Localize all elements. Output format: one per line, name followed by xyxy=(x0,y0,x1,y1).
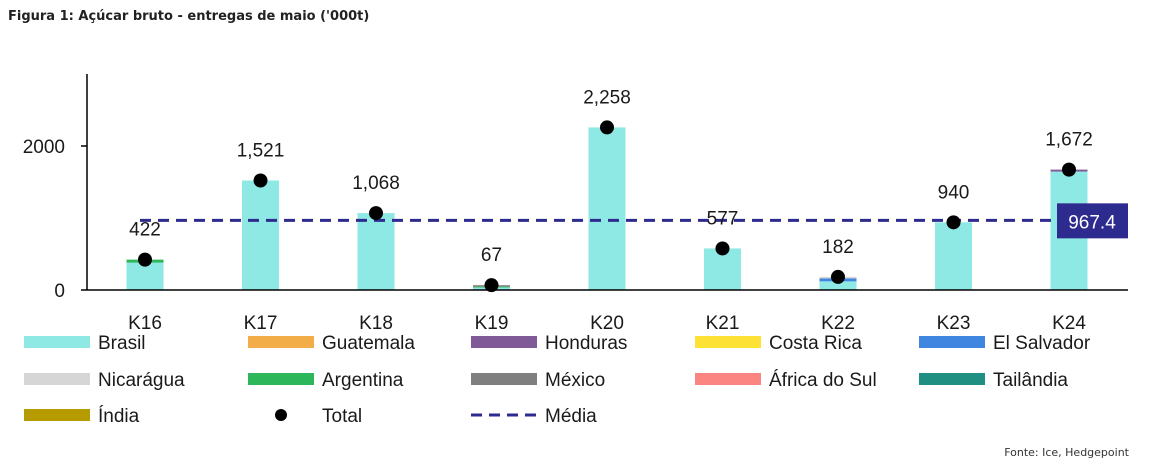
legend-label-costa-rica: Costa Rica xyxy=(769,333,862,354)
total-label-k23: 940 xyxy=(938,182,970,203)
x-tick-label-k23: K23 xyxy=(937,313,971,334)
legend-label--ndia: Índia xyxy=(98,406,140,427)
total-dot-k24 xyxy=(1062,162,1076,177)
total-dots-layer xyxy=(138,120,1076,293)
total-dot-k17 xyxy=(253,173,268,188)
total-label-k19: 67 xyxy=(481,245,502,266)
legend-swatch-honduras xyxy=(471,336,537,348)
total-label-k22: 182 xyxy=(822,237,854,258)
bar-k18-0 xyxy=(357,213,395,290)
legend-swatch-tail-ndia xyxy=(919,373,985,385)
x-tick-label-k24: K24 xyxy=(1052,313,1086,334)
y-tick-label-2000: 2000 xyxy=(23,137,65,158)
total-dot-k21 xyxy=(715,241,730,256)
legend-swatch-guatemala xyxy=(248,336,314,348)
total-label-k24: 1,672 xyxy=(1045,130,1093,151)
legend-label-m-xico: México xyxy=(545,370,605,391)
y-tick-label-0: 0 xyxy=(54,281,65,302)
legend-label-nicar-gua: Nicarágua xyxy=(98,370,185,391)
legend-label-tail-ndia: Tailândia xyxy=(993,370,1068,391)
legend: Brasil Guatemala Honduras Costa Rica El Salv… xyxy=(24,333,1091,427)
total-dot-k23 xyxy=(946,215,961,230)
total-dot-k22 xyxy=(831,269,845,284)
x-tick-label-k17: K17 xyxy=(244,313,278,334)
legend-swatch--frica-do-sul xyxy=(695,373,761,385)
total-dot-k20 xyxy=(600,120,614,135)
x-tick-label-k19: K19 xyxy=(475,313,509,334)
total-label-k18: 1,068 xyxy=(352,173,400,194)
bar-k23-0 xyxy=(935,222,972,290)
average-layer: 967.4 xyxy=(140,203,1128,239)
chart-title: Figura 1: Açúcar bruto - entregas de mai… xyxy=(8,9,370,24)
legend-swatch--ndia xyxy=(24,409,90,421)
legend-swatch-argentina xyxy=(248,373,314,385)
x-tick-label-k16: K16 xyxy=(128,313,162,334)
bar-k22-0 xyxy=(819,281,857,290)
legend-swatch-total xyxy=(275,409,287,421)
legend-label--frica-do-sul: África do Sul xyxy=(769,370,877,391)
axis-layer: 0 2000 K16 K17 K18 K19 K20 K21 K22 K23 K24 xyxy=(23,74,1128,334)
legend-label-brasil: Brasil xyxy=(98,333,146,354)
x-tick-label-k18: K18 xyxy=(359,313,393,334)
chart: 0 2000 K16 K17 K18 K19 K20 K21 K22 K23 K24 967.4 4… xyxy=(23,74,1128,427)
x-tick-label-k20: K20 xyxy=(590,313,624,334)
legend-label-honduras: Honduras xyxy=(545,333,627,354)
legend-swatch-costa-rica xyxy=(695,336,761,348)
source-note: Fonte: Ice, Hedgepoint xyxy=(1004,446,1129,459)
x-tick-label-k21: K21 xyxy=(706,313,740,334)
total-label-k21: 577 xyxy=(707,208,739,229)
total-dot-k19 xyxy=(484,278,499,293)
data-labels-layer: 422 1,521 1,068 67 2,258 577 182 940 1,672 xyxy=(129,87,1093,266)
total-label-k20: 2,258 xyxy=(583,87,631,108)
x-tick-label-k22: K22 xyxy=(821,313,855,334)
legend-label-argentina: Argentina xyxy=(322,370,404,391)
legend-label-m-dia: Média xyxy=(545,406,597,427)
legend-label-el-salvador: El Salvador xyxy=(993,333,1091,354)
total-dot-k16 xyxy=(138,252,152,267)
legend-label-guatemala: Guatemala xyxy=(322,333,415,354)
total-dot-k18 xyxy=(369,206,383,221)
legend-label-total: Total xyxy=(322,406,362,427)
average-label: 967.4 xyxy=(1068,212,1116,233)
legend-swatch-nicar-gua xyxy=(24,373,90,385)
total-label-k17: 1,521 xyxy=(237,140,285,161)
bar-k16-0 xyxy=(126,262,164,290)
bar-k20-0 xyxy=(588,127,626,290)
bar-k17-0 xyxy=(242,180,279,290)
total-label-k16: 422 xyxy=(129,220,161,241)
legend-swatch-m-xico xyxy=(471,373,537,385)
legend-swatch-el-salvador xyxy=(919,336,985,348)
average-label-box xyxy=(1057,203,1128,239)
legend-swatch-brasil xyxy=(24,336,90,348)
